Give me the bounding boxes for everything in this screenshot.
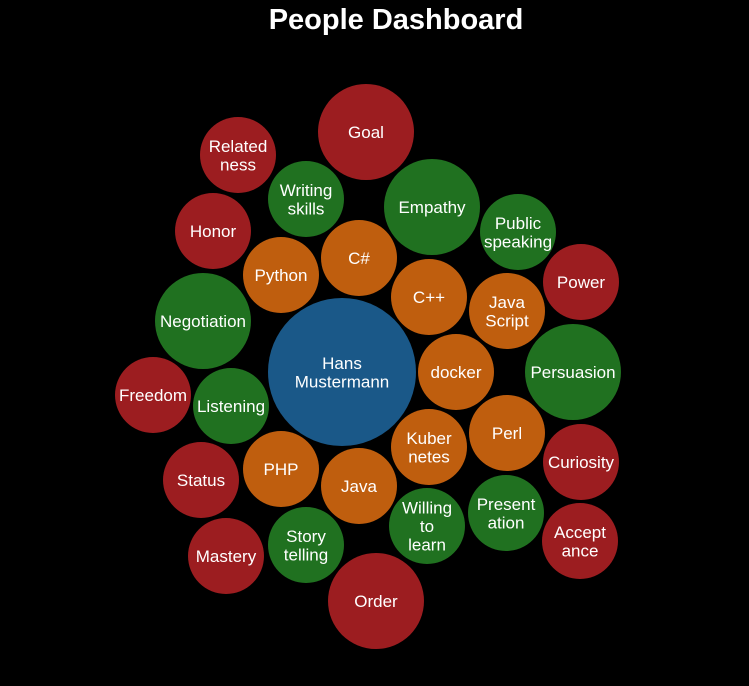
bubble-label-story-telling: Story telling: [284, 527, 328, 565]
bubble-label-java: Java: [341, 477, 377, 496]
bubble-label-java-script: Java Script: [485, 293, 529, 331]
bubble-label-freedom: Freedom: [119, 386, 187, 405]
bubble-listening: [193, 368, 269, 444]
bubble-status: [163, 442, 239, 518]
bubble-label-power: Power: [557, 273, 606, 292]
bubble-python: [243, 237, 319, 313]
bubble-label-related-ness: Related ness: [209, 137, 268, 175]
bubble-related-ness: [200, 117, 276, 193]
bubble-label-hans-mustermann: Hans Mustermann: [295, 354, 389, 392]
bubble-label-persuasion: Persuasion: [530, 363, 615, 382]
bubble-empathy: [384, 159, 480, 255]
bubble-mastery: [188, 518, 264, 594]
bubble-label-kuber-netes: Kuber netes: [406, 429, 452, 467]
bubble-public-speaking: [480, 194, 556, 270]
bubble-goal: [318, 84, 414, 180]
bubble-java-script: [469, 273, 545, 349]
bubble-perl: [469, 395, 545, 471]
bubble-present-ation: [468, 475, 544, 551]
bubble-label-present-ation: Present ation: [477, 495, 536, 533]
bubble-c: [321, 220, 397, 296]
bubble-story-telling: [268, 507, 344, 583]
bubble-freedom: [115, 357, 191, 433]
bubble-java: [321, 448, 397, 524]
bubble-label-empathy: Empathy: [398, 198, 466, 217]
bubble-curiosity: [543, 424, 619, 500]
bubble-label-honor: Honor: [190, 222, 237, 241]
bubble-label-public-speaking: Public speaking: [484, 214, 552, 252]
bubble-label-curiosity: Curiosity: [548, 453, 615, 472]
bubble-negotiation: [155, 273, 251, 369]
bubble-accept-ance: [542, 503, 618, 579]
bubble-label-goal: Goal: [348, 123, 384, 142]
bubble-label-willing-to-learn: Willing to learn: [402, 499, 452, 555]
bubble-label-accept-ance: Accept ance: [554, 523, 606, 561]
bubble-label-php: PHP: [264, 460, 299, 479]
bubble-label-listening: Listening: [197, 397, 265, 416]
bubble-kuber-netes: [391, 409, 467, 485]
bubble-label-perl: Perl: [492, 424, 522, 443]
bubble-docker: [418, 334, 494, 410]
bubble-label-order: Order: [354, 592, 398, 611]
bubble-hans-mustermann: [268, 298, 416, 446]
bubble-label-c: C++: [413, 288, 445, 307]
bubble-label-status: Status: [177, 471, 225, 490]
bubble-willing-to-learn: [389, 488, 465, 564]
bubble-label-mastery: Mastery: [196, 547, 257, 566]
bubble-label-python: Python: [255, 266, 308, 285]
bubble-order: [328, 553, 424, 649]
chart-title: People Dashboard: [268, 4, 524, 36]
bubble-label-docker: docker: [430, 363, 481, 382]
bubble-label-c: C#: [348, 249, 370, 268]
bubble-label-writing-skills: Writing skills: [280, 181, 333, 219]
bubble-label-negotiation: Negotiation: [160, 312, 246, 331]
bubble-persuasion: [525, 324, 621, 420]
bubble-power: [543, 244, 619, 320]
bubble-writing-skills: [268, 161, 344, 237]
bubble-c: [391, 259, 467, 335]
bubble-honor: [175, 193, 251, 269]
bubble-php: [243, 431, 319, 507]
